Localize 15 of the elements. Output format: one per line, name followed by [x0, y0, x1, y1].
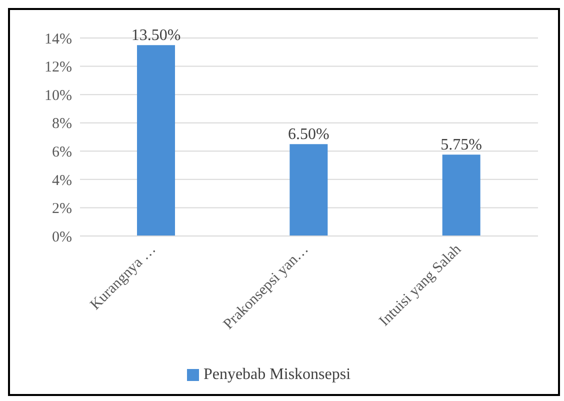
- y-tick-label: 8%: [52, 116, 72, 132]
- y-tick-label: 14%: [44, 31, 72, 48]
- y-tick-label: 0%: [52, 229, 72, 246]
- data-label: 13.50%: [131, 27, 181, 44]
- y-tick-label: 2%: [52, 201, 72, 218]
- bar: [137, 45, 175, 236]
- data-label: 5.75%: [440, 136, 482, 154]
- y-tick-label: 10%: [44, 88, 72, 104]
- data-label: 6.50%: [288, 126, 330, 144]
- y-tick-label: 6%: [52, 144, 72, 160]
- y-tick-label: 4%: [52, 172, 72, 189]
- bar: [290, 144, 328, 236]
- y-tick-label: 12%: [44, 60, 72, 76]
- legend-label: Penyebab Miskonsepsi: [203, 366, 351, 383]
- bar: [442, 154, 480, 236]
